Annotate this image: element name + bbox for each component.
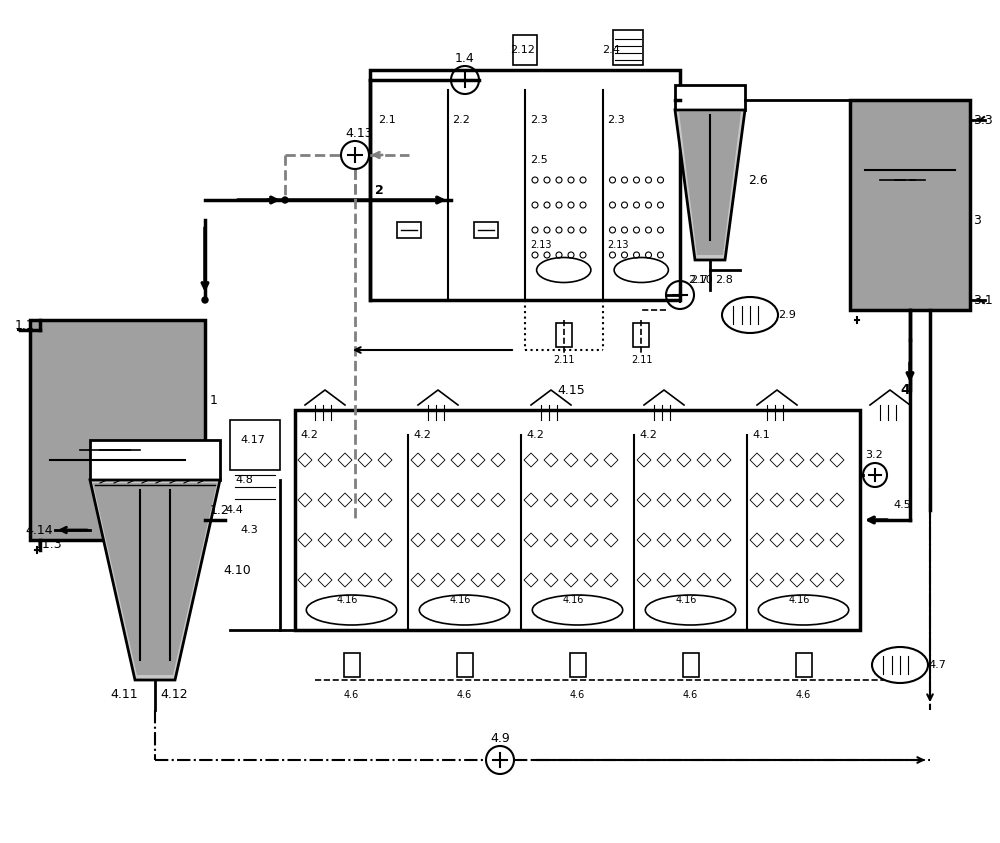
Text: 4.6: 4.6 — [457, 690, 472, 700]
Text: 4.2: 4.2 — [639, 430, 657, 440]
Ellipse shape — [306, 595, 397, 625]
Ellipse shape — [645, 595, 736, 625]
Bar — [556, 323, 572, 347]
Bar — [850, 100, 970, 310]
Text: 4.14: 4.14 — [25, 524, 53, 536]
Polygon shape — [90, 480, 220, 680]
Text: 3.1: 3.1 — [973, 293, 993, 307]
Text: 4.4: 4.4 — [225, 505, 243, 515]
Text: 4.12: 4.12 — [160, 689, 188, 701]
Text: 2: 2 — [375, 184, 384, 196]
Text: 2.2: 2.2 — [453, 115, 470, 125]
Ellipse shape — [614, 257, 668, 282]
Text: 2.13: 2.13 — [608, 240, 629, 250]
Bar — [796, 653, 812, 677]
Text: 2.11: 2.11 — [554, 355, 575, 365]
Text: 1.2: 1.2 — [210, 503, 230, 517]
Text: 4.10: 4.10 — [223, 563, 251, 577]
Text: 2.11: 2.11 — [631, 355, 653, 365]
Ellipse shape — [872, 647, 928, 683]
Bar — [230, 420, 280, 470]
Text: 4.9: 4.9 — [490, 732, 510, 744]
Text: 3.2: 3.2 — [865, 450, 883, 460]
Ellipse shape — [758, 595, 849, 625]
Circle shape — [202, 297, 208, 303]
Bar — [474, 222, 498, 238]
Text: 4.15: 4.15 — [558, 384, 585, 396]
Text: 4.13: 4.13 — [345, 126, 373, 139]
Bar — [370, 70, 680, 300]
Text: 2.8: 2.8 — [715, 275, 733, 285]
Text: 2.13: 2.13 — [530, 240, 552, 250]
Text: 4.3: 4.3 — [240, 525, 258, 535]
Text: 4: 4 — [900, 383, 910, 397]
Bar — [397, 222, 421, 238]
Bar — [457, 653, 473, 677]
Text: 2.7: 2.7 — [690, 275, 708, 285]
Text: 2.10: 2.10 — [688, 275, 713, 285]
Text: 3: 3 — [973, 213, 981, 227]
Bar — [570, 653, 586, 677]
Text: 4.6: 4.6 — [344, 690, 359, 700]
Circle shape — [282, 197, 288, 203]
Bar — [295, 410, 860, 630]
Bar — [513, 35, 537, 65]
Text: 2.6: 2.6 — [748, 174, 768, 186]
Text: 1.4: 1.4 — [455, 51, 475, 65]
Bar — [90, 440, 220, 480]
Text: 4.6: 4.6 — [796, 690, 811, 700]
Text: 2.1: 2.1 — [378, 115, 396, 125]
Text: 4.1: 4.1 — [752, 430, 770, 440]
Text: 4.16: 4.16 — [450, 595, 471, 605]
Text: 2.4: 2.4 — [602, 45, 620, 55]
Text: 2.3: 2.3 — [530, 115, 548, 125]
Text: 4.16: 4.16 — [562, 595, 584, 605]
Text: 4.17: 4.17 — [240, 435, 265, 445]
Text: 4.16: 4.16 — [337, 595, 358, 605]
Ellipse shape — [722, 297, 778, 333]
Ellipse shape — [532, 595, 623, 625]
Text: 4.5: 4.5 — [893, 500, 911, 510]
Text: 1.1: 1.1 — [15, 319, 35, 331]
Ellipse shape — [537, 257, 591, 282]
Bar — [682, 653, 698, 677]
Text: 4.11: 4.11 — [110, 689, 138, 701]
Bar — [612, 30, 642, 65]
Polygon shape — [679, 112, 741, 255]
Text: 4.2: 4.2 — [526, 430, 544, 440]
Text: 4.7: 4.7 — [928, 660, 946, 670]
Polygon shape — [675, 110, 745, 260]
Text: 4.6: 4.6 — [570, 690, 585, 700]
Text: 1: 1 — [210, 394, 218, 406]
Text: 2.9: 2.9 — [778, 310, 796, 320]
Text: 2.12: 2.12 — [510, 45, 535, 55]
Text: 2.5: 2.5 — [530, 155, 548, 165]
Polygon shape — [93, 483, 217, 675]
Ellipse shape — [419, 595, 510, 625]
Bar — [344, 653, 360, 677]
Text: 4.2: 4.2 — [413, 430, 431, 440]
Text: 4.16: 4.16 — [676, 595, 697, 605]
Text: 11.3: 11.3 — [35, 539, 63, 551]
Text: 2.3: 2.3 — [608, 115, 625, 125]
Bar — [633, 323, 649, 347]
Bar — [675, 85, 745, 110]
Text: 4.6: 4.6 — [682, 690, 698, 700]
Text: 3.3: 3.3 — [973, 114, 993, 126]
Text: 4.8: 4.8 — [235, 475, 253, 485]
Bar — [30, 320, 205, 540]
Text: 4.2: 4.2 — [300, 430, 318, 440]
Text: 4.16: 4.16 — [788, 595, 810, 605]
